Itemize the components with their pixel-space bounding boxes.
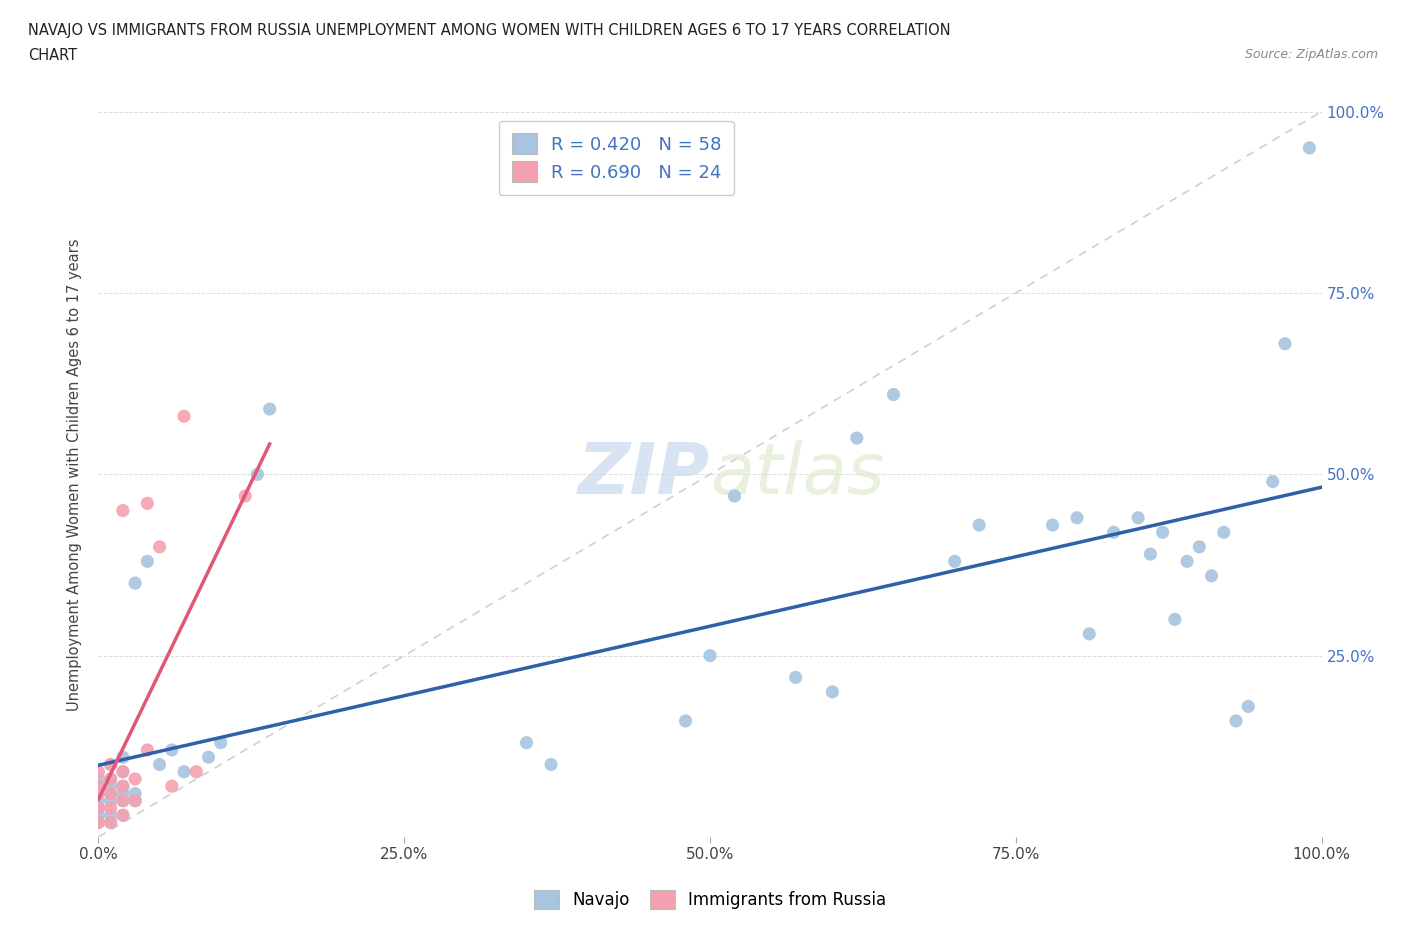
Point bbox=[124, 576, 146, 591]
Point bbox=[111, 778, 134, 793]
Point bbox=[100, 786, 122, 801]
Point bbox=[149, 539, 172, 554]
Point bbox=[100, 786, 122, 801]
Point bbox=[1274, 337, 1296, 352]
Point bbox=[1188, 539, 1211, 554]
Point bbox=[197, 750, 219, 764]
Point bbox=[87, 808, 110, 823]
Point bbox=[173, 409, 195, 424]
Point bbox=[821, 684, 844, 699]
Point bbox=[100, 793, 122, 808]
Point bbox=[785, 670, 807, 684]
Point bbox=[1237, 699, 1260, 714]
Point bbox=[1201, 568, 1223, 583]
Point bbox=[111, 808, 134, 823]
Point bbox=[111, 778, 134, 793]
Point bbox=[1042, 518, 1064, 533]
Point bbox=[111, 764, 134, 779]
Y-axis label: Unemployment Among Women with Children Ages 6 to 17 years: Unemployment Among Women with Children A… bbox=[67, 238, 83, 711]
Point bbox=[100, 815, 122, 830]
Point bbox=[1139, 547, 1161, 562]
Point bbox=[967, 518, 990, 533]
Point bbox=[111, 764, 134, 779]
Text: CHART: CHART bbox=[28, 48, 77, 63]
Point bbox=[1128, 511, 1150, 525]
Point bbox=[1298, 140, 1320, 155]
Point bbox=[100, 801, 122, 816]
Point bbox=[136, 554, 159, 569]
Point bbox=[173, 764, 195, 779]
Point bbox=[124, 793, 146, 808]
Point bbox=[1152, 525, 1174, 539]
Point bbox=[1066, 511, 1088, 525]
Point bbox=[515, 736, 537, 751]
Point bbox=[100, 808, 122, 823]
Point bbox=[1261, 474, 1284, 489]
Point bbox=[1078, 627, 1101, 642]
Legend: Navajo, Immigrants from Russia: Navajo, Immigrants from Russia bbox=[527, 884, 893, 916]
Point bbox=[87, 764, 110, 779]
Point bbox=[1175, 554, 1198, 569]
Point bbox=[149, 757, 172, 772]
Point bbox=[100, 757, 122, 772]
Point bbox=[1102, 525, 1125, 539]
Point bbox=[111, 793, 134, 808]
Point bbox=[136, 496, 159, 511]
Point bbox=[87, 815, 110, 830]
Point bbox=[883, 387, 905, 402]
Point bbox=[111, 503, 134, 518]
Point bbox=[100, 815, 122, 830]
Point bbox=[111, 786, 134, 801]
Point bbox=[87, 786, 110, 801]
Point bbox=[100, 772, 122, 787]
Point bbox=[233, 488, 256, 503]
Text: atlas: atlas bbox=[710, 440, 884, 509]
Text: Source: ZipAtlas.com: Source: ZipAtlas.com bbox=[1244, 48, 1378, 61]
Point bbox=[1212, 525, 1234, 539]
Point bbox=[540, 757, 562, 772]
Text: NAVAJO VS IMMIGRANTS FROM RUSSIA UNEMPLOYMENT AMONG WOMEN WITH CHILDREN AGES 6 T: NAVAJO VS IMMIGRANTS FROM RUSSIA UNEMPLO… bbox=[28, 23, 950, 38]
Point bbox=[186, 764, 208, 779]
Point bbox=[699, 648, 721, 663]
Point bbox=[675, 713, 697, 728]
Point bbox=[100, 778, 122, 793]
Point bbox=[124, 793, 146, 808]
Point bbox=[124, 786, 146, 801]
Point bbox=[111, 750, 134, 764]
Point bbox=[845, 431, 868, 445]
Point bbox=[1225, 713, 1247, 728]
Text: ZIP: ZIP bbox=[578, 440, 710, 509]
Point bbox=[87, 772, 110, 787]
Point bbox=[723, 488, 745, 503]
Point bbox=[87, 793, 110, 808]
Point bbox=[87, 815, 110, 830]
Point bbox=[100, 757, 122, 772]
Point bbox=[246, 467, 269, 482]
Point bbox=[943, 554, 966, 569]
Point bbox=[87, 778, 110, 793]
Point bbox=[124, 772, 146, 787]
Point bbox=[111, 808, 134, 823]
Point bbox=[100, 772, 122, 787]
Point bbox=[160, 778, 183, 793]
Point bbox=[87, 786, 110, 801]
Point bbox=[160, 742, 183, 757]
Point bbox=[111, 793, 134, 808]
Point bbox=[209, 736, 232, 751]
Point bbox=[87, 801, 110, 816]
Point bbox=[259, 402, 281, 417]
Point bbox=[87, 801, 110, 816]
Point bbox=[136, 742, 159, 757]
Point bbox=[1164, 612, 1187, 627]
